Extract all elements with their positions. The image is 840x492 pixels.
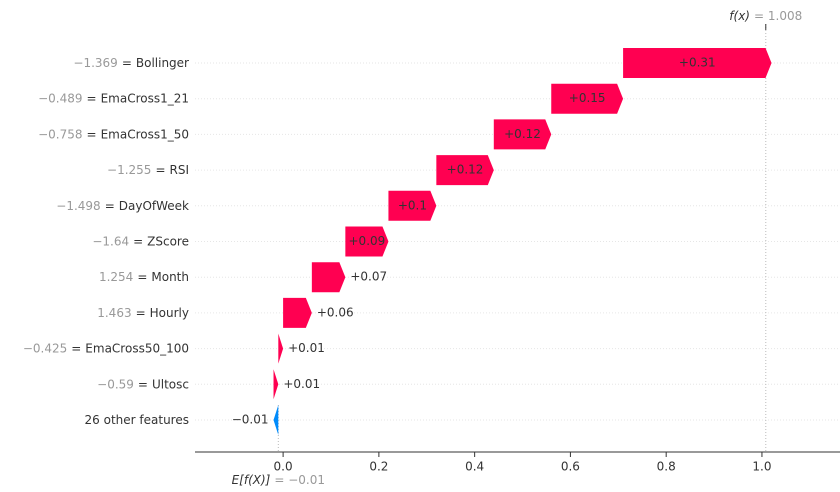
- bar: [273, 405, 279, 435]
- bar-value-label: +0.15: [569, 91, 606, 105]
- feature-label: −1.369 = Bollinger: [73, 56, 189, 70]
- x-tick-label: 0.2: [369, 460, 388, 474]
- bar: [551, 83, 624, 114]
- feature-value: −1.369: [73, 56, 117, 70]
- feature-value: −0.758: [38, 127, 82, 141]
- bar: [345, 226, 389, 257]
- feature-value: 1.254: [99, 270, 133, 284]
- feature-name: EmaCross1_50: [101, 127, 189, 141]
- feature-label: −1.64 = ZScore: [92, 234, 189, 248]
- bar: [283, 297, 312, 328]
- bar-value-label: +0.31: [679, 56, 716, 70]
- x-tick-label: 0.0: [274, 460, 293, 474]
- feature-value: −0.489: [38, 91, 82, 105]
- bar: [388, 190, 437, 221]
- feature-name: EmaCross1_21: [101, 91, 189, 105]
- bar: [273, 369, 279, 400]
- bar-value-label: +0.07: [350, 270, 387, 284]
- value-separator: =: [87, 91, 97, 105]
- bar-value-label: +0.01: [288, 341, 325, 355]
- feature-value: −1.498: [56, 198, 100, 212]
- base-label: E[f(X)]: [232, 473, 271, 487]
- value-separator: =: [155, 163, 165, 177]
- feature-value: −0.59: [97, 377, 134, 391]
- value-separator: =: [105, 198, 115, 212]
- base-value: = −0.01: [274, 473, 325, 487]
- value-separator: =: [133, 234, 143, 248]
- feature-label: −1.498 = DayOfWeek: [56, 198, 189, 212]
- feature-name: Bollinger: [136, 56, 189, 70]
- feature-name: Month: [151, 270, 189, 284]
- feature-label: −0.59 = Ultosc: [97, 377, 189, 391]
- feature-name: RSI: [170, 163, 190, 177]
- feature-label: −0.489 = EmaCross1_21: [38, 91, 189, 105]
- bar-value-label: +0.09: [349, 234, 386, 248]
- feature-label: −0.425 = EmaCross50_100: [23, 341, 189, 355]
- feature-label: 1.463 = Hourly: [97, 305, 189, 319]
- feature-name: Ultosc: [152, 377, 189, 391]
- bar: [493, 119, 552, 150]
- feature-name: 26 other features: [85, 413, 189, 427]
- feature-value: −0.425: [23, 341, 67, 355]
- x-tick-label: 0.8: [657, 460, 676, 474]
- feature-value: −1.64: [92, 234, 129, 248]
- bar: [623, 48, 772, 78]
- bar-value-label: +0.12: [504, 127, 541, 141]
- x-tick-label: 1.0: [752, 460, 771, 474]
- feature-name: DayOfWeek: [119, 198, 189, 212]
- output-annotation: f(x) = 1.008: [729, 9, 802, 23]
- feature-label: 1.254 = Month: [99, 270, 189, 284]
- value-separator: =: [137, 270, 147, 284]
- output-value: = 1.008: [754, 9, 802, 23]
- x-tick-label: 0.4: [465, 460, 484, 474]
- value-separator: =: [87, 127, 97, 141]
- bar: [436, 155, 494, 186]
- feature-label: 26 other features: [85, 413, 189, 427]
- value-separator: =: [122, 56, 132, 70]
- value-separator: =: [138, 377, 148, 391]
- value-separator: =: [71, 341, 81, 355]
- value-separator: =: [136, 305, 146, 319]
- feature-name: EmaCross50_100: [85, 341, 189, 355]
- output-label: f(x): [729, 9, 750, 23]
- bar-value-label: +0.06: [317, 305, 354, 319]
- bar: [278, 333, 284, 364]
- feature-value: −1.255: [107, 163, 151, 177]
- x-tick-label: 0.6: [561, 460, 580, 474]
- bar: [311, 262, 346, 293]
- feature-name: ZScore: [147, 234, 189, 248]
- feature-label: −0.758 = EmaCross1_50: [38, 127, 189, 141]
- bar-value-label: +0.1: [398, 198, 427, 212]
- feature-label: −1.255 = RSI: [107, 163, 189, 177]
- base-annotation: E[f(X)] = −0.01: [232, 473, 325, 487]
- feature-name: Hourly: [150, 305, 189, 319]
- bar-value-label: −0.01: [232, 413, 269, 427]
- bar-value-label: +0.12: [447, 163, 484, 177]
- bar-value-label: +0.01: [283, 377, 320, 391]
- feature-value: 1.463: [97, 305, 131, 319]
